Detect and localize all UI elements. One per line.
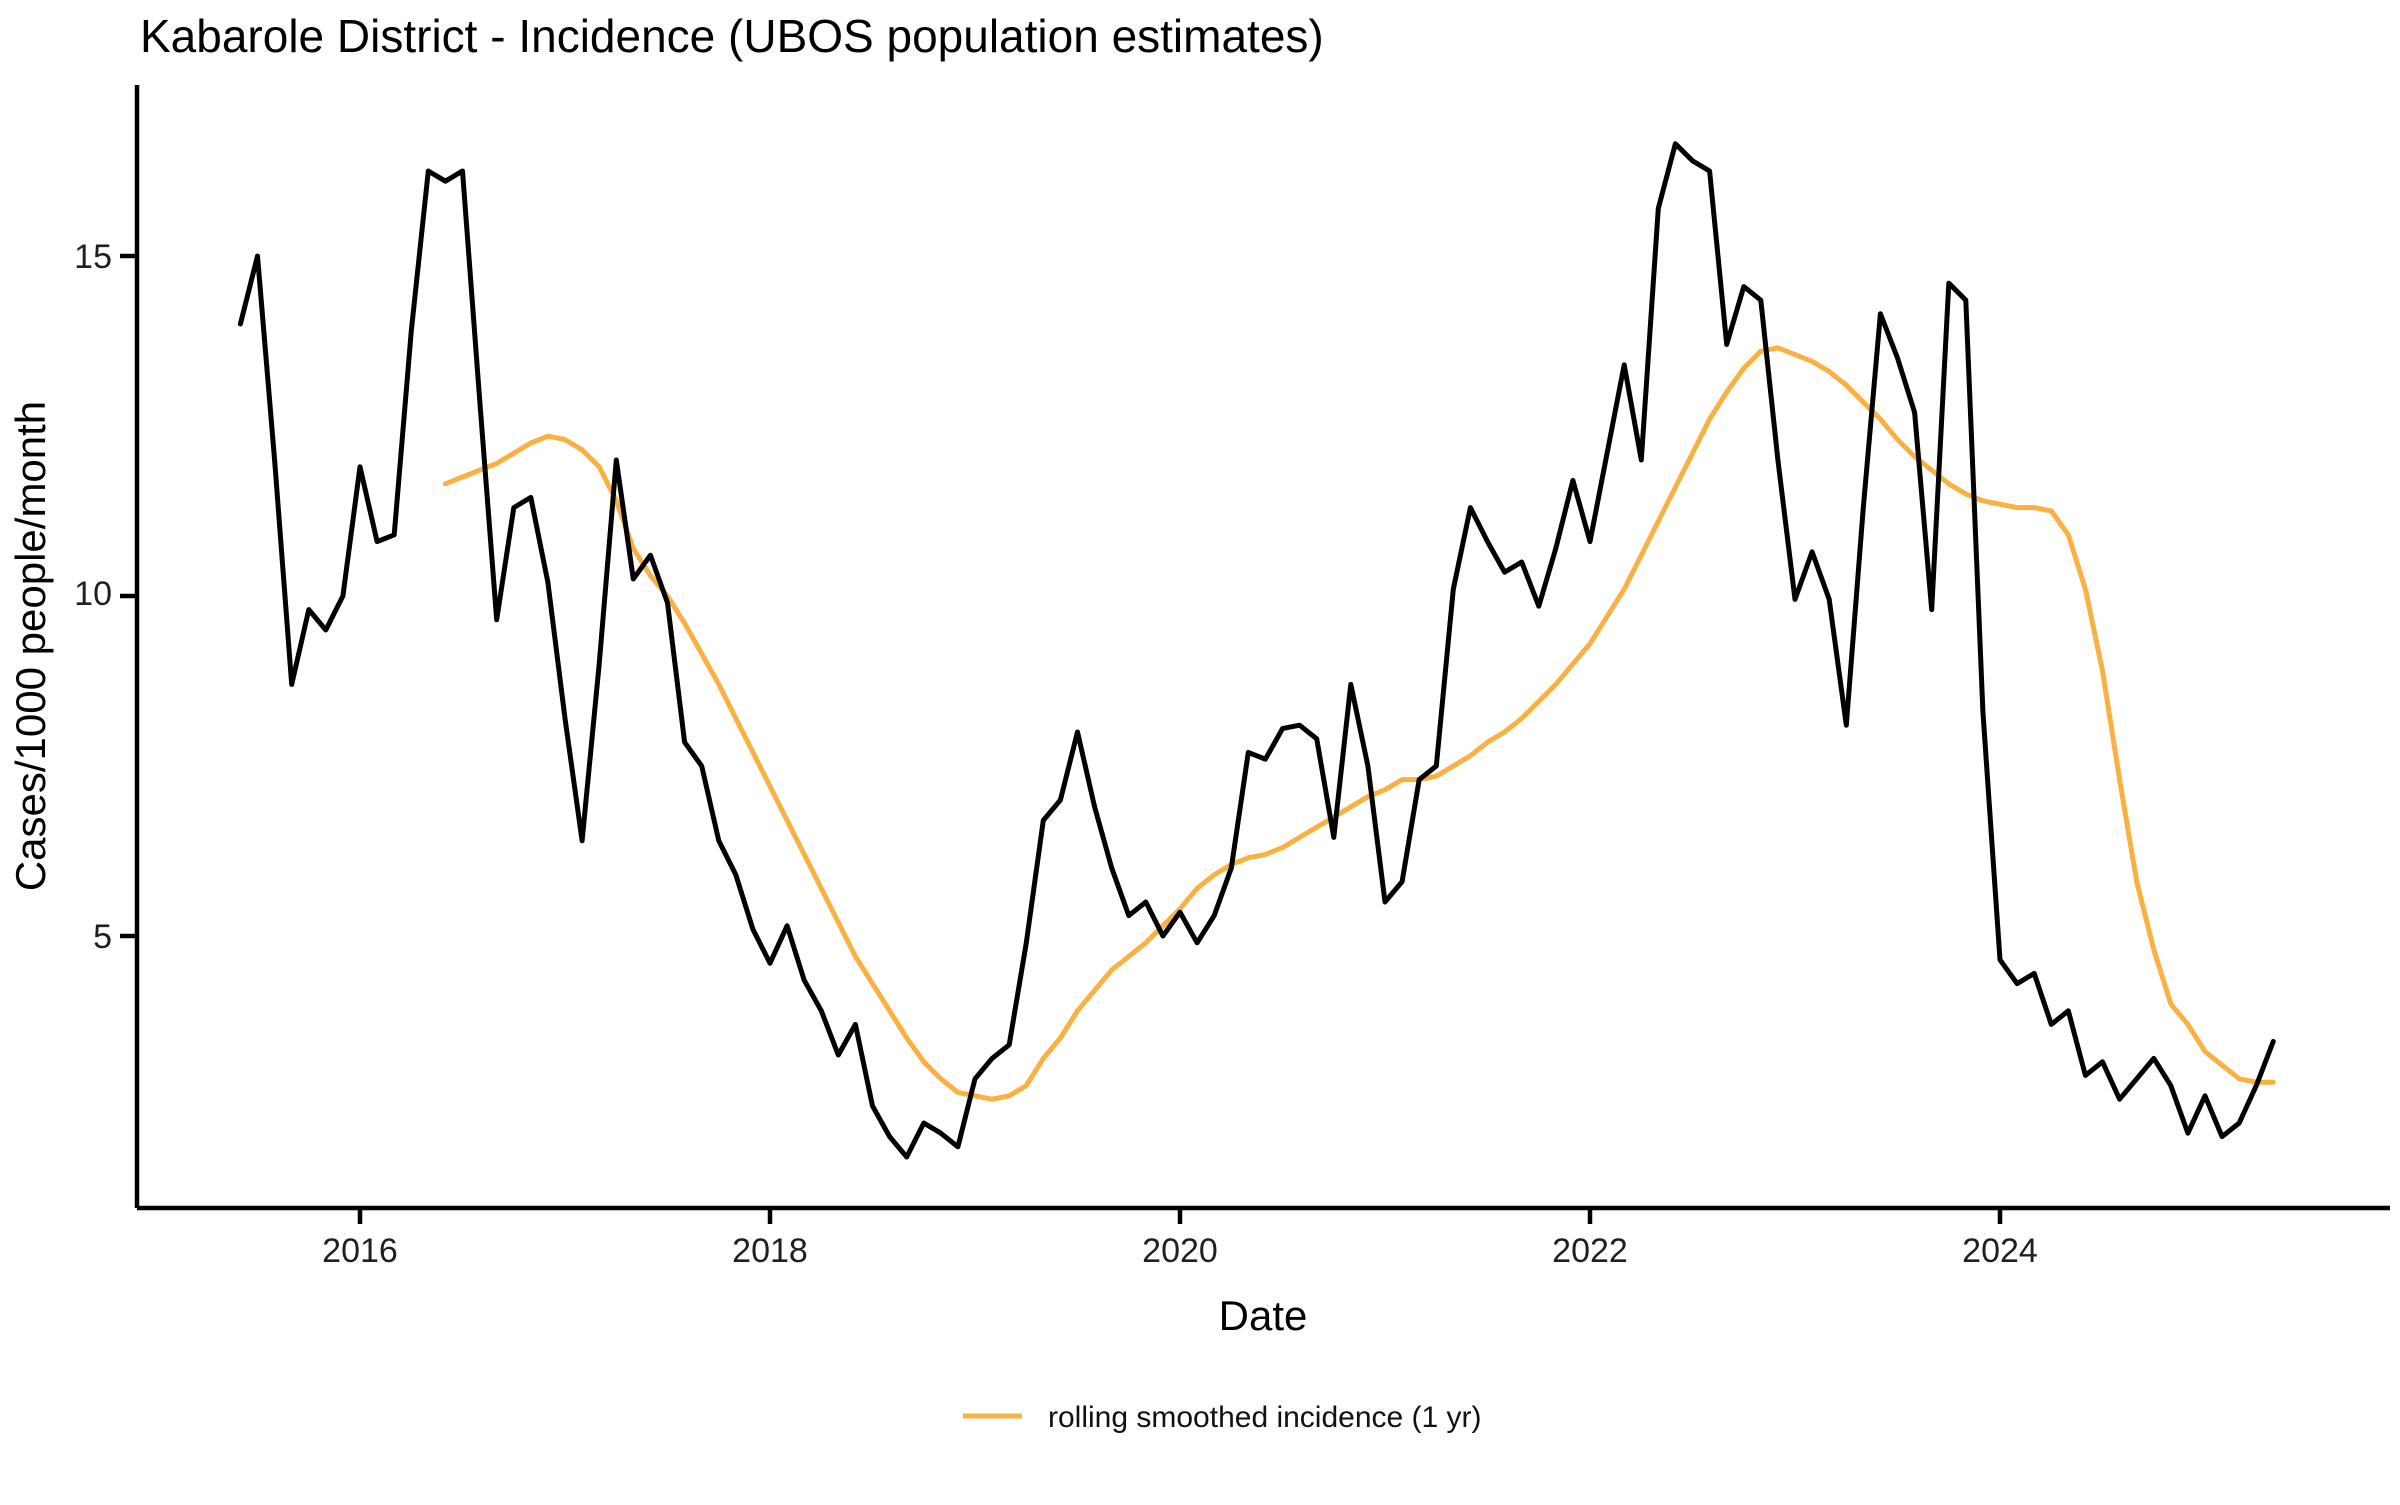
axes xyxy=(134,85,2390,1211)
y-tick-marks xyxy=(120,253,137,939)
smoothed-incidence-line xyxy=(442,345,2276,1102)
y-tick-label-10: 10 xyxy=(74,575,112,613)
series-layer xyxy=(237,141,2276,1160)
legend-label: rolling smoothed incidence (1 yr) xyxy=(1048,1401,1482,1434)
x-tick-label-2018: 2018 xyxy=(732,1232,808,1270)
x-tick-label-2022: 2022 xyxy=(1552,1232,1628,1270)
monthly-incidence-line xyxy=(237,141,2276,1160)
x-axis-title: Date xyxy=(1219,1292,1308,1339)
y-tick-label-15: 15 xyxy=(74,238,112,276)
x-tick-label-2024: 2024 xyxy=(1962,1232,2038,1270)
chart-title: Kabarole District - Incidence (UBOS popu… xyxy=(140,10,1324,62)
x-tick-marks xyxy=(357,1208,2003,1224)
x-tick-label-2020: 2020 xyxy=(1142,1232,1218,1270)
x-tick-label-2016: 2016 xyxy=(322,1232,398,1270)
y-tick-labels: 5 10 15 xyxy=(74,238,112,956)
y-tick-label-5: 5 xyxy=(93,918,112,956)
y-axis-title: Cases/1000 people/month xyxy=(7,401,54,891)
legend: rolling smoothed incidence (1 yr) xyxy=(963,1401,1482,1434)
x-tick-labels: 2016 2018 2020 2022 2024 xyxy=(322,1232,2038,1270)
